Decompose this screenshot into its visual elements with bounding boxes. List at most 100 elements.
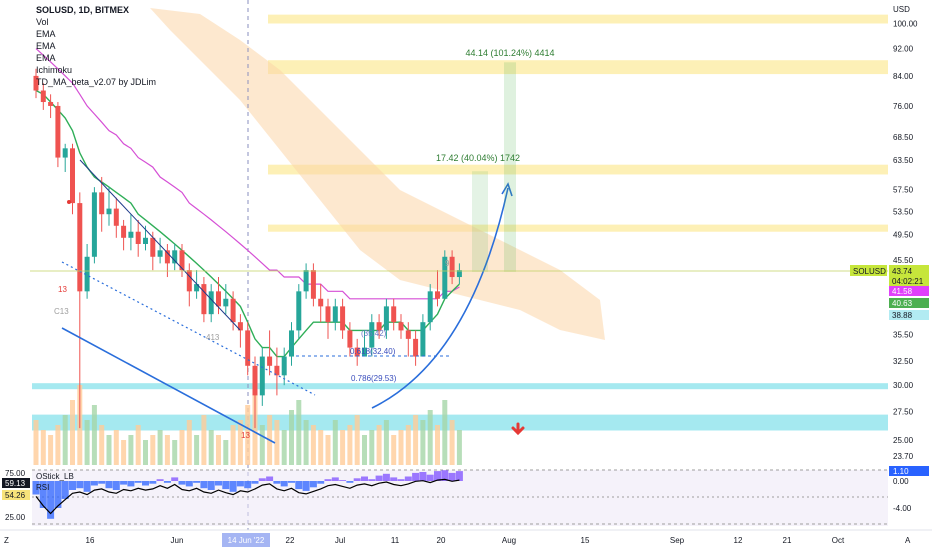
- legend-indicator-ema-1[interactable]: EMA: [36, 29, 56, 39]
- td-label-13-a: 13: [58, 285, 67, 294]
- volume-bar: [310, 425, 316, 465]
- candle-body: [413, 338, 419, 357]
- volume-bar: [332, 420, 338, 465]
- ema2-tag[interactable]: 40.63: [892, 299, 913, 308]
- volume-bar: [435, 425, 440, 465]
- osc-bar: [280, 481, 288, 487]
- time-tick: 11: [391, 536, 400, 545]
- osc-bar: [441, 470, 449, 481]
- price-tick: 32.50: [893, 357, 914, 366]
- legend-symbol[interactable]: SOLUSD, 1D, BITMEX: [36, 5, 130, 15]
- candle-body: [362, 347, 367, 357]
- ema2-tag-bg[interactable]: [889, 298, 929, 308]
- volume-bar: [369, 430, 375, 465]
- volume-bar: [70, 400, 75, 465]
- legend-indicator-ema-3[interactable]: EMA: [36, 53, 56, 63]
- ema1-tag-bg[interactable]: [889, 286, 929, 296]
- projection-arrow[interactable]: [371, 187, 509, 409]
- osc-bar: [207, 481, 215, 490]
- time-tick: Sep: [670, 536, 685, 545]
- candle-body: [245, 330, 251, 366]
- candle-body: [318, 298, 324, 307]
- osc-bar: [127, 481, 135, 487]
- ema3-tag[interactable]: 38.88: [892, 311, 913, 320]
- osc-right-tick: -4.00: [893, 504, 912, 513]
- price-tick: 92.00: [893, 45, 914, 54]
- candle-body: [237, 322, 243, 331]
- volume-bar: [216, 435, 221, 465]
- scale-mode-toggle[interactable]: A: [905, 536, 911, 545]
- volume-bar: [186, 420, 192, 465]
- price-tick: 23.70: [893, 452, 914, 461]
- candle-body: [135, 231, 141, 244]
- osc-bar: [426, 474, 434, 481]
- countdown-tag[interactable]: 04:02:21: [892, 277, 924, 286]
- oscillator-name[interactable]: OStick_LB: [36, 472, 74, 481]
- candle-body: [201, 284, 207, 315]
- legend-indicator-ema-2[interactable]: EMA: [36, 41, 56, 51]
- wedge-lower-line[interactable]: [61, 327, 276, 444]
- price-tick: 100.00: [893, 20, 918, 29]
- legend-indicator-td-ma[interactable]: TD_MA_beta_v2.07 by JDLim: [36, 77, 157, 87]
- volume-bar: [456, 430, 462, 465]
- oscillator-sub[interactable]: RSI: [36, 483, 49, 492]
- candle-body: [325, 306, 331, 323]
- osc-bar: [229, 481, 237, 492]
- volume-bar: [55, 425, 61, 465]
- osc-bar: [317, 481, 325, 484]
- candle-body: [194, 284, 200, 292]
- candle-body: [383, 306, 389, 331]
- time-tick: 16: [86, 536, 95, 545]
- osc-bar: [251, 481, 259, 484]
- candle-body: [303, 270, 309, 292]
- volume-bar: [121, 440, 127, 465]
- candle-body: [70, 148, 75, 204]
- last-price-tag-bg[interactable]: [889, 265, 929, 276]
- volume-bar: [135, 425, 141, 465]
- candle-body: [252, 365, 258, 396]
- volume-bar: [106, 435, 112, 465]
- osc-bar: [156, 479, 164, 481]
- measure-box-small[interactable]: [472, 171, 488, 272]
- candle-body: [106, 208, 112, 215]
- support-zone-0: [32, 383, 888, 390]
- td-label-13-b: 13: [241, 431, 250, 440]
- osc-bar: [244, 481, 252, 489]
- ema1-tag[interactable]: 41.58: [892, 287, 913, 296]
- td-label-c13: C13: [54, 307, 69, 316]
- measure-box-big[interactable]: [504, 62, 516, 272]
- last-price-tag[interactable]: 43.74: [892, 267, 913, 276]
- volume-bar: [62, 415, 68, 465]
- candle-body: [157, 250, 163, 257]
- volume-bar: [289, 410, 294, 465]
- price-tick: 84.00: [893, 72, 914, 81]
- volume-bar: [398, 430, 404, 465]
- legend-indicator-vol[interactable]: Vol: [36, 17, 49, 27]
- wedge-upper-line[interactable]: [79, 159, 241, 331]
- volume-bar: [33, 420, 39, 465]
- volume-bar: [113, 430, 119, 465]
- symbol-tag[interactable]: SOLUSD: [853, 267, 886, 276]
- countdown-tag-bg[interactable]: [889, 276, 929, 286]
- osc-bar: [273, 481, 281, 484]
- legend-indicator-ichimoku[interactable]: Ichimoku: [36, 65, 73, 75]
- rsi-line: [35, 478, 460, 515]
- td-label-9: 9: [445, 259, 450, 268]
- osc-left-tick-bg: [2, 490, 30, 500]
- axis-currency-label: USD: [893, 5, 910, 14]
- cursor-date-bg[interactable]: [222, 533, 270, 547]
- candle-body: [62, 148, 68, 158]
- time-tick: 21: [783, 536, 792, 545]
- volume-bar: [172, 440, 178, 465]
- osc-bar: [61, 481, 69, 499]
- ema3-tag-bg[interactable]: [889, 310, 929, 320]
- candle-body: [332, 306, 338, 323]
- cursor-date-label[interactable]: 14 Jun '22: [228, 536, 265, 545]
- resistance-zone-3: [268, 224, 888, 232]
- volume-bar: [252, 395, 258, 465]
- volume-bar: [354, 415, 360, 465]
- reset-icon[interactable]: Z: [4, 536, 9, 545]
- osc-right-tag-bg: [889, 466, 929, 476]
- symbol-tag-bg[interactable]: [850, 265, 887, 276]
